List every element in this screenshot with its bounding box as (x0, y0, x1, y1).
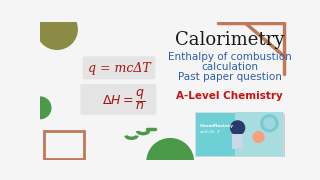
FancyBboxPatch shape (235, 112, 283, 156)
Text: calculation: calculation (201, 62, 258, 72)
FancyBboxPatch shape (196, 114, 285, 157)
Circle shape (231, 121, 244, 135)
Bar (232, 134, 243, 149)
Text: Enthalpy of combustion: Enthalpy of combustion (168, 52, 292, 62)
Circle shape (253, 132, 264, 143)
Circle shape (264, 118, 275, 129)
Text: with Dr. Z: with Dr. Z (200, 130, 220, 134)
Circle shape (37, 9, 77, 49)
Text: ChemMastery: ChemMastery (200, 124, 234, 128)
Text: A-Level Chemistry: A-Level Chemistry (177, 91, 283, 101)
Bar (44, 131, 84, 159)
Text: Past paper question: Past paper question (178, 72, 282, 82)
Circle shape (261, 115, 278, 132)
Circle shape (147, 139, 194, 180)
Text: $\Delta H = \dfrac{q}{n}$: $\Delta H = \dfrac{q}{n}$ (102, 87, 145, 112)
FancyBboxPatch shape (195, 112, 283, 156)
FancyBboxPatch shape (80, 84, 156, 115)
FancyBboxPatch shape (83, 56, 156, 79)
Circle shape (29, 97, 51, 119)
Text: Calorimetry: Calorimetry (175, 31, 284, 49)
Text: q = mcΔT: q = mcΔT (88, 62, 150, 75)
